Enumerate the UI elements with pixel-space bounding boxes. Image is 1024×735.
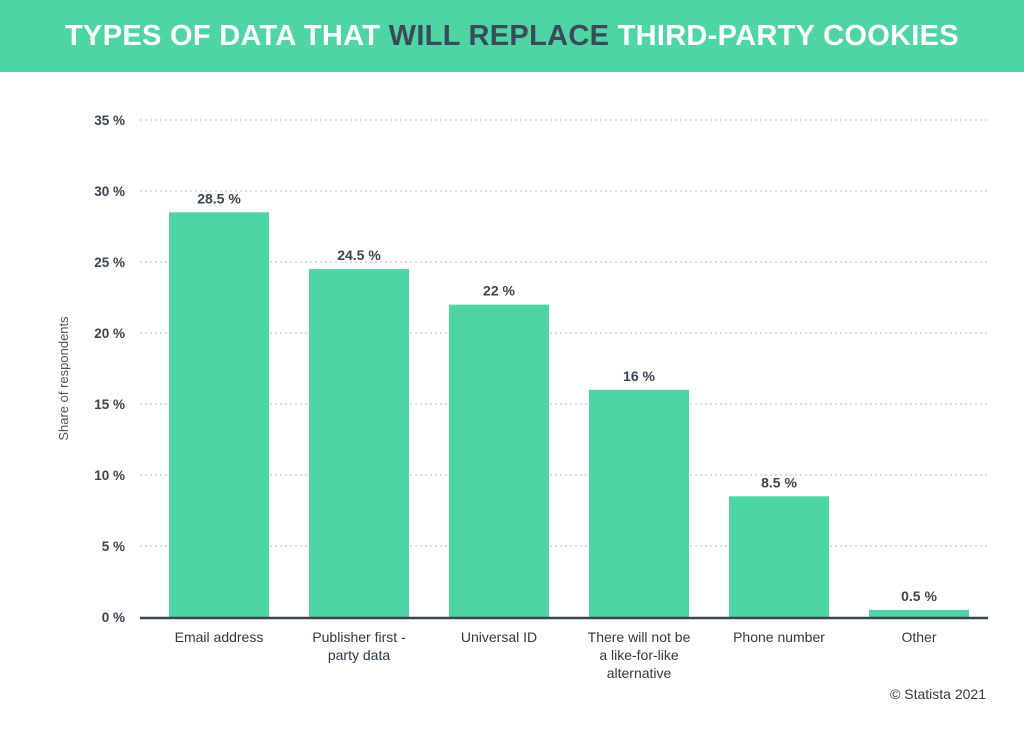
y-tick-label: 20 % <box>94 326 125 341</box>
chart-title: TYPES OF DATA THAT WILL REPLACE THIRD-PA… <box>65 20 959 53</box>
category-label: There will not be a like-for-like alternat… <box>588 629 691 681</box>
y-axis-label: Share of respondents <box>56 316 71 441</box>
y-tick-label: 15 % <box>94 397 125 412</box>
data-label: 22 % <box>483 283 515 299</box>
y-tick-label: 30 % <box>94 184 125 199</box>
data-label: 16 % <box>623 368 655 384</box>
y-tick-label: 0 % <box>102 610 125 625</box>
y-tick-label: 25 % <box>94 255 125 270</box>
title-highlight: WILL REPLACE <box>388 19 610 52</box>
bar <box>589 389 689 617</box>
category-label-line: Other <box>901 629 936 645</box>
category-label: Phone number <box>733 629 825 645</box>
category-label-line: Phone number <box>733 629 825 645</box>
y-tick-label: 10 % <box>94 468 125 483</box>
category-label-line: alternative <box>607 665 672 681</box>
category-label-line: There will not be <box>588 629 691 645</box>
gridlines <box>140 119 988 547</box>
y-axis-ticks: 0 % 5 % 10 % 15 % 20 % 25 % 30 % 35 % <box>94 113 125 625</box>
category-label-line: Publisher first - <box>312 629 406 645</box>
bar <box>449 304 549 617</box>
category-label-line: Email address <box>175 629 264 645</box>
category-labels: Email address Publisher first - party data… <box>175 629 937 681</box>
data-labels: 28.5 % 24.5 % 22 % 16 % 8.5 % 0.5 % <box>197 190 937 604</box>
category-label: Universal ID <box>461 629 537 645</box>
category-label-line: a like-for-like <box>599 647 679 663</box>
title-part1: TYPES OF DATA THAT <box>65 19 389 52</box>
bars <box>169 212 969 618</box>
bar <box>309 269 409 617</box>
data-label: 8.5 % <box>761 474 797 490</box>
title-part2: THIRD-PARTY COOKIES <box>609 19 959 52</box>
bar-chart: 0 % 5 % 10 % 15 % 20 % 25 % 30 % 35 % Share of … <box>56 113 988 681</box>
bar <box>729 496 829 617</box>
category-label: Other <box>901 629 936 645</box>
data-label: 28.5 % <box>197 190 241 206</box>
category-label-line: Universal ID <box>461 629 537 645</box>
category-label: Publisher first - party data <box>312 629 406 663</box>
y-tick-label: 5 % <box>102 539 125 554</box>
bar <box>169 212 269 618</box>
data-label: 24.5 % <box>337 247 381 263</box>
bar <box>869 609 969 617</box>
title-banner: TYPES OF DATA THAT WILL REPLACE THIRD-PA… <box>0 0 1024 72</box>
category-label: Email address <box>175 629 264 645</box>
data-label: 0.5 % <box>901 588 937 604</box>
category-label-line: party data <box>328 647 390 663</box>
y-tick-label: 35 % <box>94 113 125 128</box>
source-credit: © Statista 2021 <box>890 686 986 702</box>
